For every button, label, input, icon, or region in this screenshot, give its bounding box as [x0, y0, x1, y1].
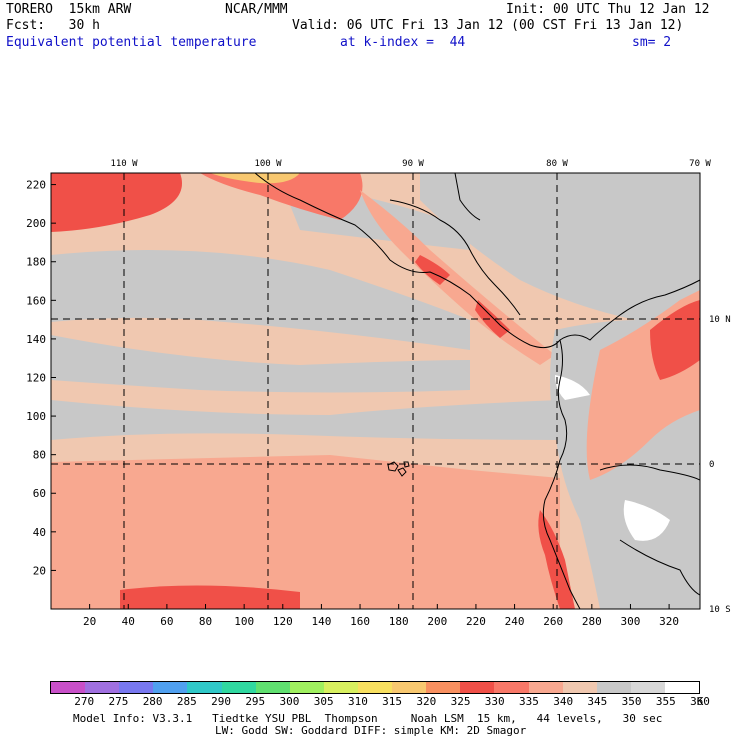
- legend-label: 300: [279, 695, 300, 708]
- legend-swatch: [494, 682, 529, 693]
- legend-label: 290: [211, 695, 231, 708]
- smoothing-info: sm= 2: [632, 35, 672, 50]
- x-tick-label: 280: [582, 615, 602, 628]
- field-name: Equivalent potential temperature: [6, 35, 257, 50]
- x-tick-label: 140: [311, 615, 331, 628]
- legend-swatch: [153, 682, 188, 693]
- legend-label: 330: [484, 695, 505, 708]
- legend-swatch: [392, 682, 427, 693]
- lat-label-10s: 10 S: [709, 605, 731, 615]
- legend-label: 340: [553, 695, 574, 708]
- lon-label-110w: 110 W: [110, 159, 138, 169]
- y-tick-label: 60: [33, 487, 46, 500]
- x-tick-label: 240: [505, 615, 525, 628]
- init-time: Init: 00 UTC Thu 12 Jan 12: [506, 2, 710, 17]
- legend-label: 315: [382, 695, 403, 708]
- lon-label-100w: 100 W: [254, 159, 282, 169]
- x-tick-label: 160: [350, 615, 370, 628]
- legend-swatch: [630, 682, 665, 693]
- legend-label: 285: [176, 695, 197, 708]
- legend-swatch: [85, 682, 120, 693]
- legend-label: 310: [347, 695, 368, 708]
- legend-swatch: [255, 682, 290, 693]
- legend-label: 345: [587, 695, 608, 708]
- x-tick-label: 20: [83, 615, 96, 628]
- legend-swatch: [357, 682, 393, 693]
- coastlines: [254, 173, 700, 609]
- legend-swatch: [596, 682, 631, 693]
- legend-label: 280: [142, 695, 163, 708]
- y-tick-label: 200: [26, 217, 46, 230]
- model-info-line1: Model Info: V3.3.1 Tiedtke YSU PBL Thomp…: [73, 712, 663, 725]
- y-tick-label: 160: [26, 294, 46, 307]
- y-tick-label: 20: [33, 564, 46, 577]
- y-tick-label: 140: [26, 333, 46, 346]
- level-info: at k-index = 44: [340, 35, 466, 50]
- legend-swatch: [528, 682, 563, 693]
- x-axis-ticks: 20 40 60 80 100 120 140 160 180 200 220 240 260 280 30…: [83, 604, 679, 628]
- model-name: TORERO 15km ARW: [6, 2, 132, 17]
- legend-swatch: [323, 682, 358, 693]
- legend-label: 275: [108, 695, 129, 708]
- legend-swatch: [664, 682, 700, 693]
- plot-frame: [50, 172, 701, 610]
- legend-label: 350: [621, 695, 642, 708]
- x-tick-label: 100: [234, 615, 254, 628]
- y-tick-label: 220: [26, 179, 46, 192]
- organization: NCAR/MMM: [225, 2, 288, 17]
- lon-label-70w: 70 W: [689, 159, 711, 169]
- legend-label: 320: [416, 695, 437, 708]
- legend-label: 270: [74, 695, 95, 708]
- lon-label-90w: 90 W: [402, 159, 424, 169]
- legend-unit: K: [696, 695, 704, 708]
- x-tick-label: 80: [199, 615, 212, 628]
- x-tick-label: 320: [659, 615, 679, 628]
- x-tick-label: 220: [466, 615, 486, 628]
- valid-time: Valid: 06 UTC Fri 13 Jan 12 (00 CST Fri …: [292, 18, 684, 33]
- legend-label: 305: [313, 695, 334, 708]
- x-tick-label: 120: [273, 615, 293, 628]
- lat-lon-grid: [51, 173, 700, 609]
- y-axis-ticks: 20 40 60 80 100 120 140 160 180 200 220: [26, 179, 56, 577]
- legend-label: 335: [519, 695, 539, 708]
- x-tick-label: 300: [621, 615, 641, 628]
- legend-label: 325: [450, 695, 471, 708]
- legend-swatch: [119, 682, 154, 693]
- x-tick-label: 180: [389, 615, 409, 628]
- legend-swatch: [187, 682, 222, 693]
- legend-label: 360: [690, 695, 710, 708]
- y-tick-label: 40: [33, 526, 46, 539]
- legend-swatch: [289, 682, 324, 693]
- y-tick-label: 180: [26, 256, 46, 269]
- lon-label-80w: 80 W: [546, 159, 568, 169]
- x-tick-label: 260: [543, 615, 563, 628]
- x-tick-label: 40: [122, 615, 135, 628]
- x-tick-label: 200: [427, 615, 447, 628]
- y-tick-label: 100: [26, 410, 46, 423]
- lat-label-10n: 10 N: [709, 315, 731, 325]
- theta-e-field: [51, 173, 700, 609]
- color-legend: [50, 681, 700, 694]
- lat-label-0: 0: [709, 460, 714, 470]
- legend-label: 295: [245, 695, 266, 708]
- y-tick-label: 120: [26, 371, 46, 384]
- forecast-hour: Fcst: 30 h: [6, 18, 100, 33]
- legend-swatch: [460, 682, 495, 693]
- x-tick-label: 60: [160, 615, 173, 628]
- legend-swatch: [51, 682, 86, 693]
- legend-label: 355: [655, 695, 676, 708]
- model-info-line2: LW: Godd SW: Goddard DIFF: simple KM: 2D…: [215, 724, 527, 737]
- legend-swatch: [221, 682, 256, 693]
- legend-swatch: [562, 682, 597, 693]
- y-tick-label: 80: [33, 449, 46, 462]
- legend-swatch: [426, 682, 461, 693]
